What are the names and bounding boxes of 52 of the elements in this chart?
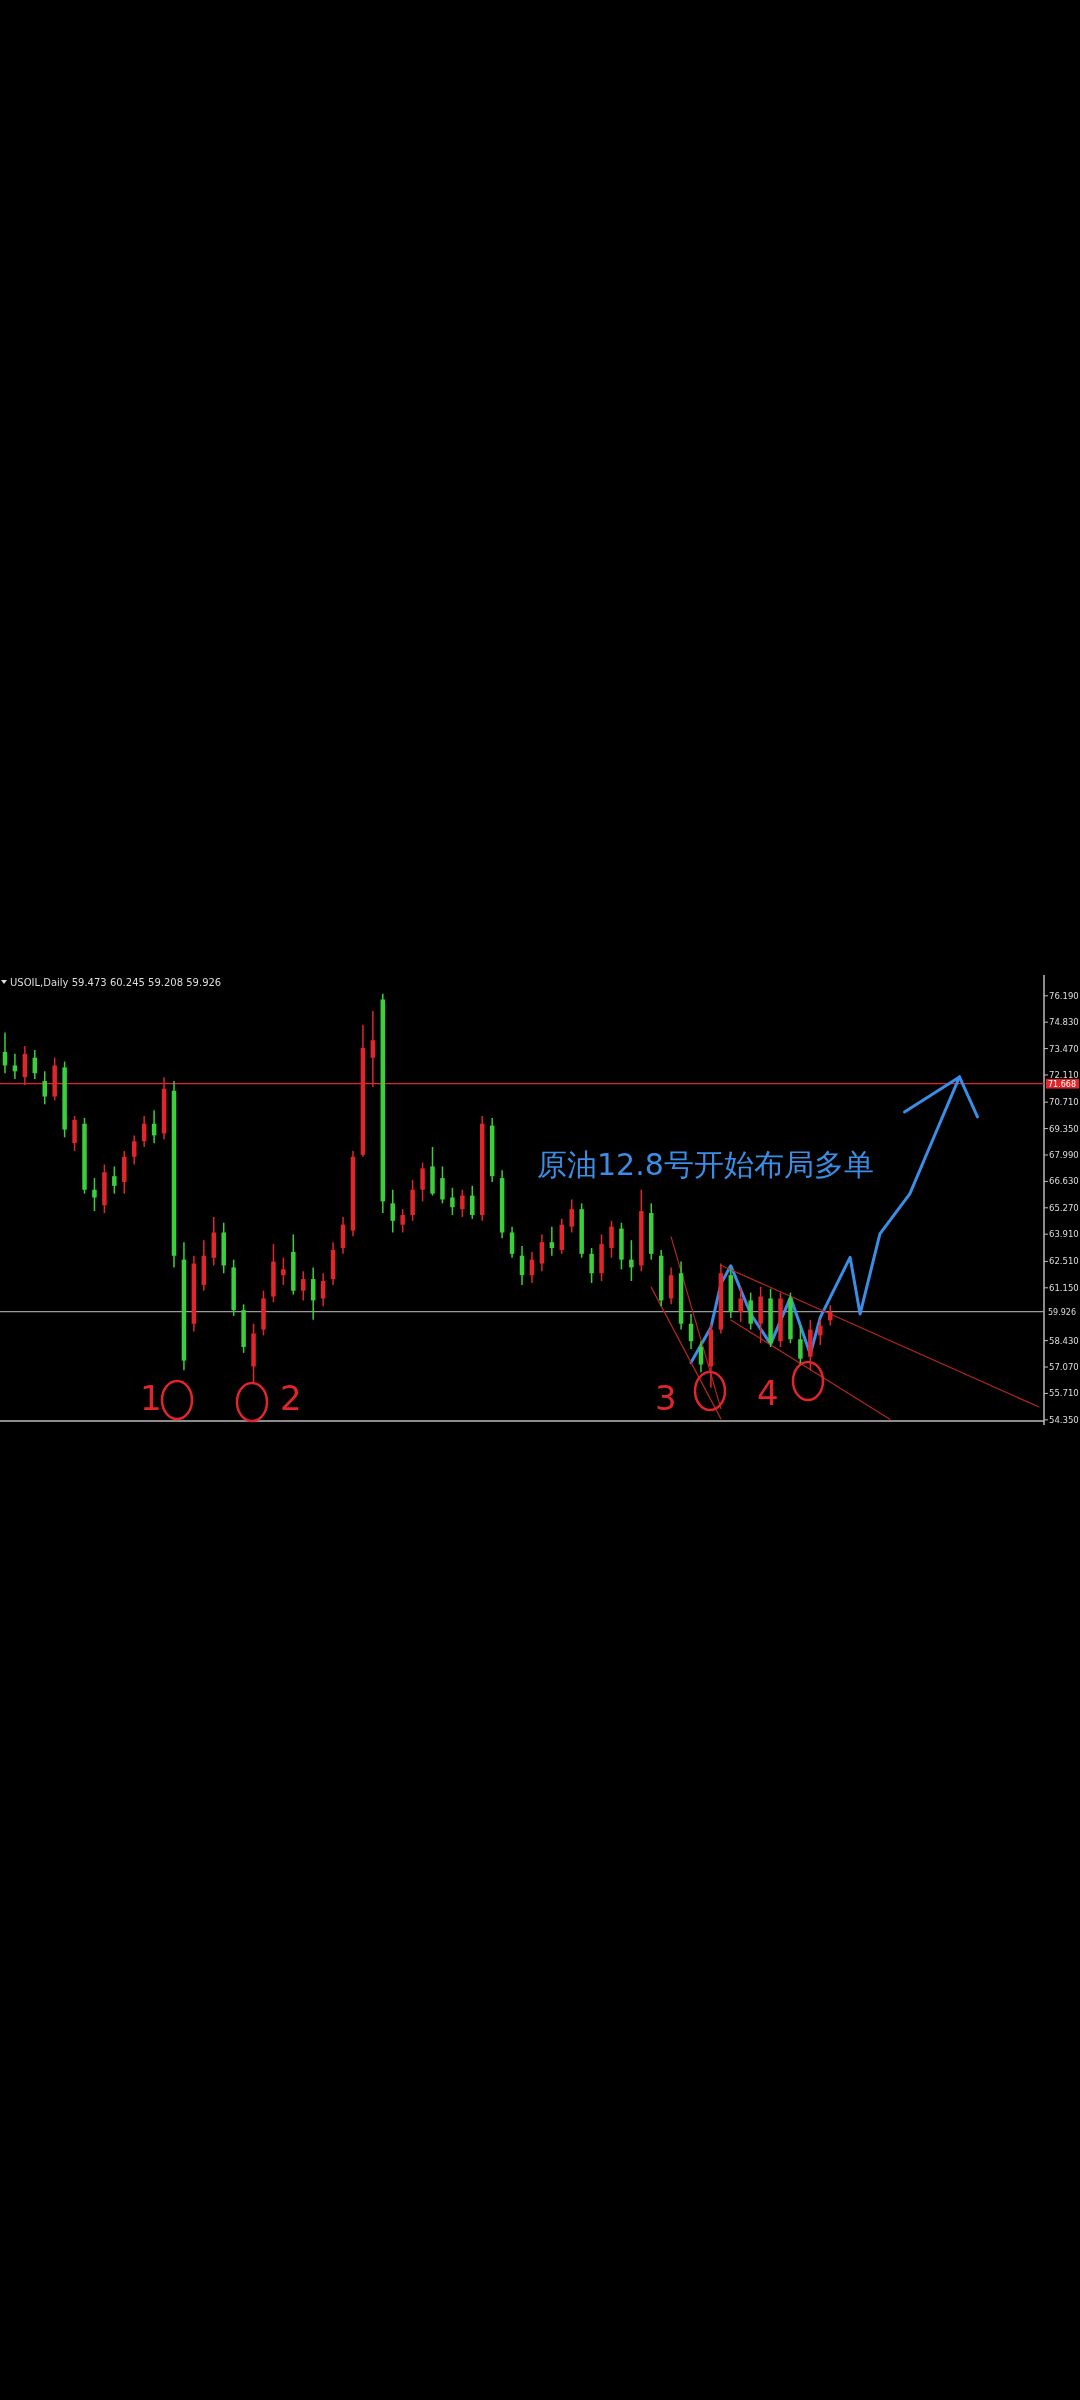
annotation: 4 (757, 1373, 779, 1413)
candlestick (42, 1070, 47, 1106)
candlestick (748, 1291, 753, 1331)
candlestick (400, 1208, 405, 1234)
ref-line-label: 59.926 (1048, 1307, 1076, 1317)
candlestick (470, 1185, 475, 1220)
y-tick-label: 58.430 (1049, 1335, 1079, 1346)
candlestick (460, 1189, 465, 1218)
candlestick (420, 1161, 425, 1203)
y-tick-label: 66.630 (1049, 1176, 1079, 1187)
y-tick-label: 69.350 (1049, 1123, 1079, 1134)
y-tick-label: 57.070 (1049, 1362, 1079, 1373)
candlestick (549, 1225, 555, 1257)
candlestick (390, 1189, 395, 1234)
candlestick (92, 1177, 97, 1212)
candlestick (131, 1134, 137, 1166)
candlestick (450, 1187, 455, 1216)
candlestick (281, 1256, 286, 1286)
annotation: 原油12.8号开始布局多单 (537, 1147, 874, 1182)
y-tick-label: 74.830 (1049, 1017, 1079, 1028)
y-tick-label: 70.710 (1049, 1097, 1079, 1108)
y-tick-label: 65.270 (1049, 1202, 1079, 1213)
annotation: 3 (655, 1378, 677, 1418)
annotation: 2 (280, 1378, 302, 1418)
candlestick (72, 1115, 77, 1152)
candlestick (112, 1165, 117, 1195)
ref-line: 71.668 (0, 1079, 1079, 1089)
ref-line-label: 71.668 (1048, 1079, 1076, 1089)
candlestick (440, 1165, 445, 1205)
candlestick (370, 1010, 376, 1088)
y-tick-label: 62.510 (1049, 1256, 1079, 1267)
y-tick-label: 55.710 (1049, 1388, 1079, 1399)
candlestick (509, 1225, 515, 1259)
chart-title: USOIL,Daily 59.473 60.245 59.208 59.926 (10, 977, 222, 988)
candlestick (539, 1233, 545, 1273)
candlestick (609, 1220, 614, 1259)
y-tick-label: 72.110 (1049, 1070, 1079, 1080)
candlestick (12, 1053, 18, 1080)
candlestick (798, 1324, 803, 1366)
candlestick (589, 1247, 594, 1284)
candlestick (569, 1198, 574, 1234)
y-tick-label: 63.910 (1049, 1229, 1079, 1240)
y-tick-label: 61.150 (1049, 1282, 1079, 1293)
candlestick (301, 1270, 306, 1302)
y-tick-label: 67.990 (1049, 1149, 1079, 1160)
candlestick (629, 1239, 634, 1282)
candlestick (818, 1319, 823, 1346)
annotation: 1 (140, 1378, 162, 1418)
y-tick-label: 73.470 (1049, 1043, 1079, 1054)
candlestick (738, 1286, 743, 1323)
y-tick-label: 76.190 (1049, 990, 1079, 1001)
y-tick-label: 54.350 (1049, 1414, 1079, 1425)
